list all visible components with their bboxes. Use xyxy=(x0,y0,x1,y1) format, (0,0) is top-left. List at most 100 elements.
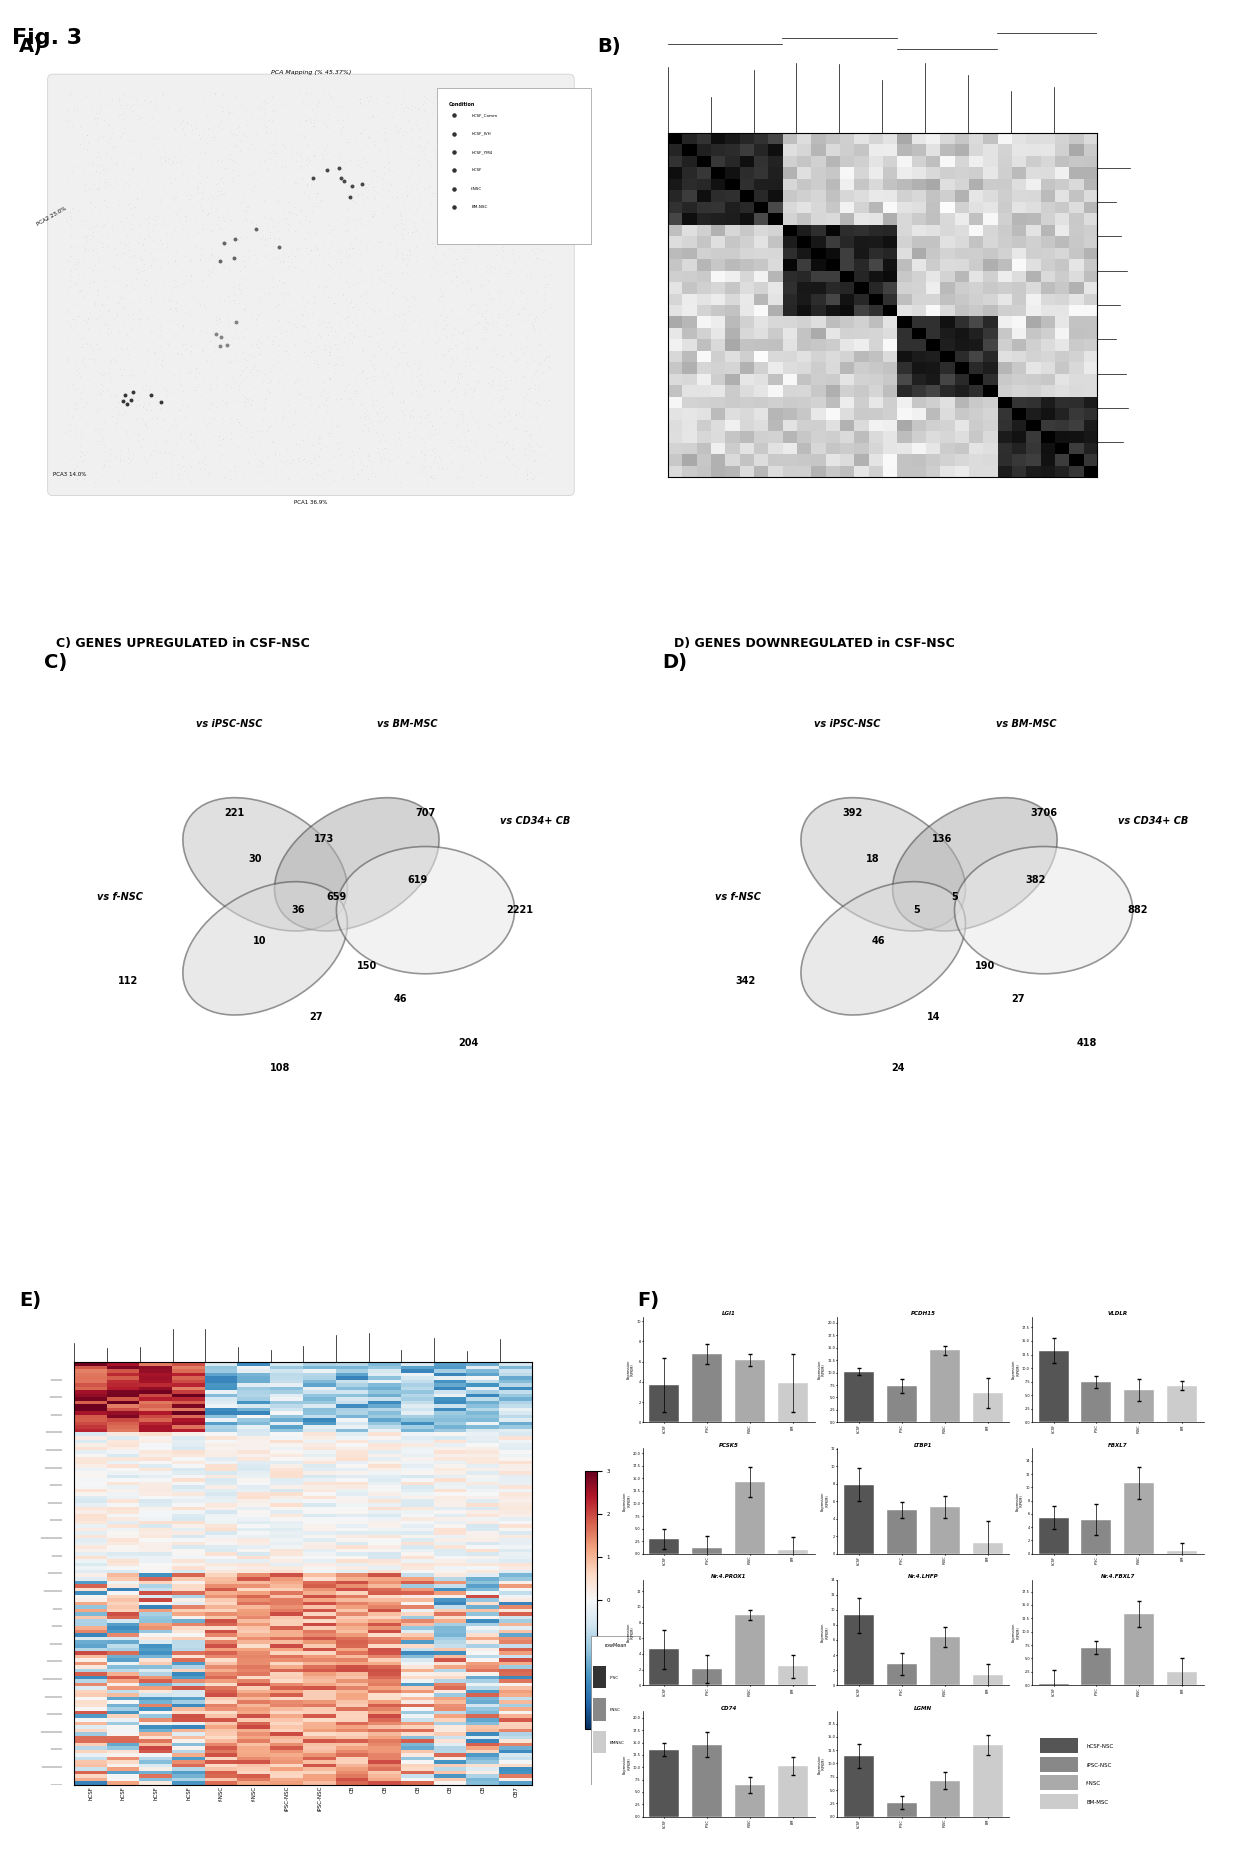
Point xyxy=(162,411,182,441)
Point xyxy=(382,333,402,363)
Point xyxy=(84,344,104,374)
Point xyxy=(444,435,464,465)
Point xyxy=(453,195,472,225)
Point xyxy=(403,441,423,470)
Point xyxy=(376,426,396,455)
Point xyxy=(62,402,82,431)
Ellipse shape xyxy=(182,881,347,1015)
Point xyxy=(273,128,293,158)
Point xyxy=(501,320,521,349)
Point xyxy=(522,149,542,178)
Point xyxy=(87,143,107,173)
Point xyxy=(77,307,97,336)
Point xyxy=(539,258,559,288)
Ellipse shape xyxy=(182,798,347,931)
Point xyxy=(246,305,265,335)
Point xyxy=(293,299,312,329)
Point xyxy=(185,411,205,441)
Point xyxy=(432,387,451,416)
Point xyxy=(89,333,109,363)
Point xyxy=(57,180,77,210)
Point xyxy=(370,314,389,344)
Point xyxy=(294,178,314,208)
Point xyxy=(76,82,95,112)
Point xyxy=(342,327,362,357)
Point xyxy=(472,297,492,327)
Text: 190: 190 xyxy=(975,961,996,970)
Point xyxy=(172,113,192,143)
Point xyxy=(365,296,384,325)
Point xyxy=(440,349,460,379)
Point xyxy=(61,257,81,286)
Point xyxy=(367,84,387,113)
Point xyxy=(373,420,393,450)
Text: 5: 5 xyxy=(951,892,957,902)
Point xyxy=(469,184,489,214)
Point xyxy=(372,318,392,348)
Point xyxy=(192,151,212,180)
Point xyxy=(429,214,449,244)
Point xyxy=(69,247,89,277)
Point xyxy=(200,452,219,481)
Point xyxy=(82,344,102,374)
Point xyxy=(301,338,321,368)
Point xyxy=(284,309,304,338)
Point xyxy=(342,452,362,481)
Point xyxy=(213,167,233,197)
Point xyxy=(331,403,351,433)
Point xyxy=(409,121,429,151)
Point xyxy=(170,394,190,424)
Text: A): A) xyxy=(19,37,43,56)
Point xyxy=(345,322,365,351)
Point xyxy=(374,403,394,433)
Point xyxy=(314,108,334,138)
Point xyxy=(404,348,424,377)
Point xyxy=(57,346,77,376)
Point xyxy=(373,175,393,204)
Point xyxy=(264,463,284,493)
Bar xyxy=(1081,1521,1111,1554)
Point xyxy=(306,236,326,266)
Point xyxy=(435,197,455,227)
Point xyxy=(315,335,335,364)
Point xyxy=(480,284,500,314)
Point xyxy=(393,329,413,359)
Point xyxy=(60,333,79,363)
Point xyxy=(367,177,387,206)
Point xyxy=(139,251,159,281)
Point xyxy=(87,275,107,305)
Point xyxy=(115,270,135,299)
Point xyxy=(383,156,403,186)
Point xyxy=(537,342,557,372)
Point xyxy=(379,444,399,474)
Point xyxy=(279,102,299,132)
Point xyxy=(330,143,350,173)
Point xyxy=(188,186,208,216)
Point xyxy=(536,197,556,227)
Point xyxy=(188,359,208,389)
Point xyxy=(169,338,188,368)
Point xyxy=(356,277,376,307)
Point xyxy=(134,374,154,403)
Point xyxy=(171,370,191,400)
Text: BMNSC: BMNSC xyxy=(610,1742,625,1746)
Point xyxy=(372,442,392,472)
Point xyxy=(536,342,556,372)
Point xyxy=(399,78,419,108)
Point xyxy=(491,112,511,141)
Point xyxy=(465,309,485,338)
Point xyxy=(224,366,244,396)
Point xyxy=(412,407,432,437)
Point xyxy=(434,314,454,344)
Point xyxy=(274,204,294,234)
Point xyxy=(356,403,376,433)
Point xyxy=(377,338,397,368)
Point xyxy=(425,245,445,275)
Point xyxy=(327,236,347,266)
Point xyxy=(443,210,463,240)
Point xyxy=(207,309,227,338)
Point xyxy=(439,102,459,132)
Point xyxy=(436,258,456,288)
Point xyxy=(124,89,144,119)
Point xyxy=(418,106,438,136)
